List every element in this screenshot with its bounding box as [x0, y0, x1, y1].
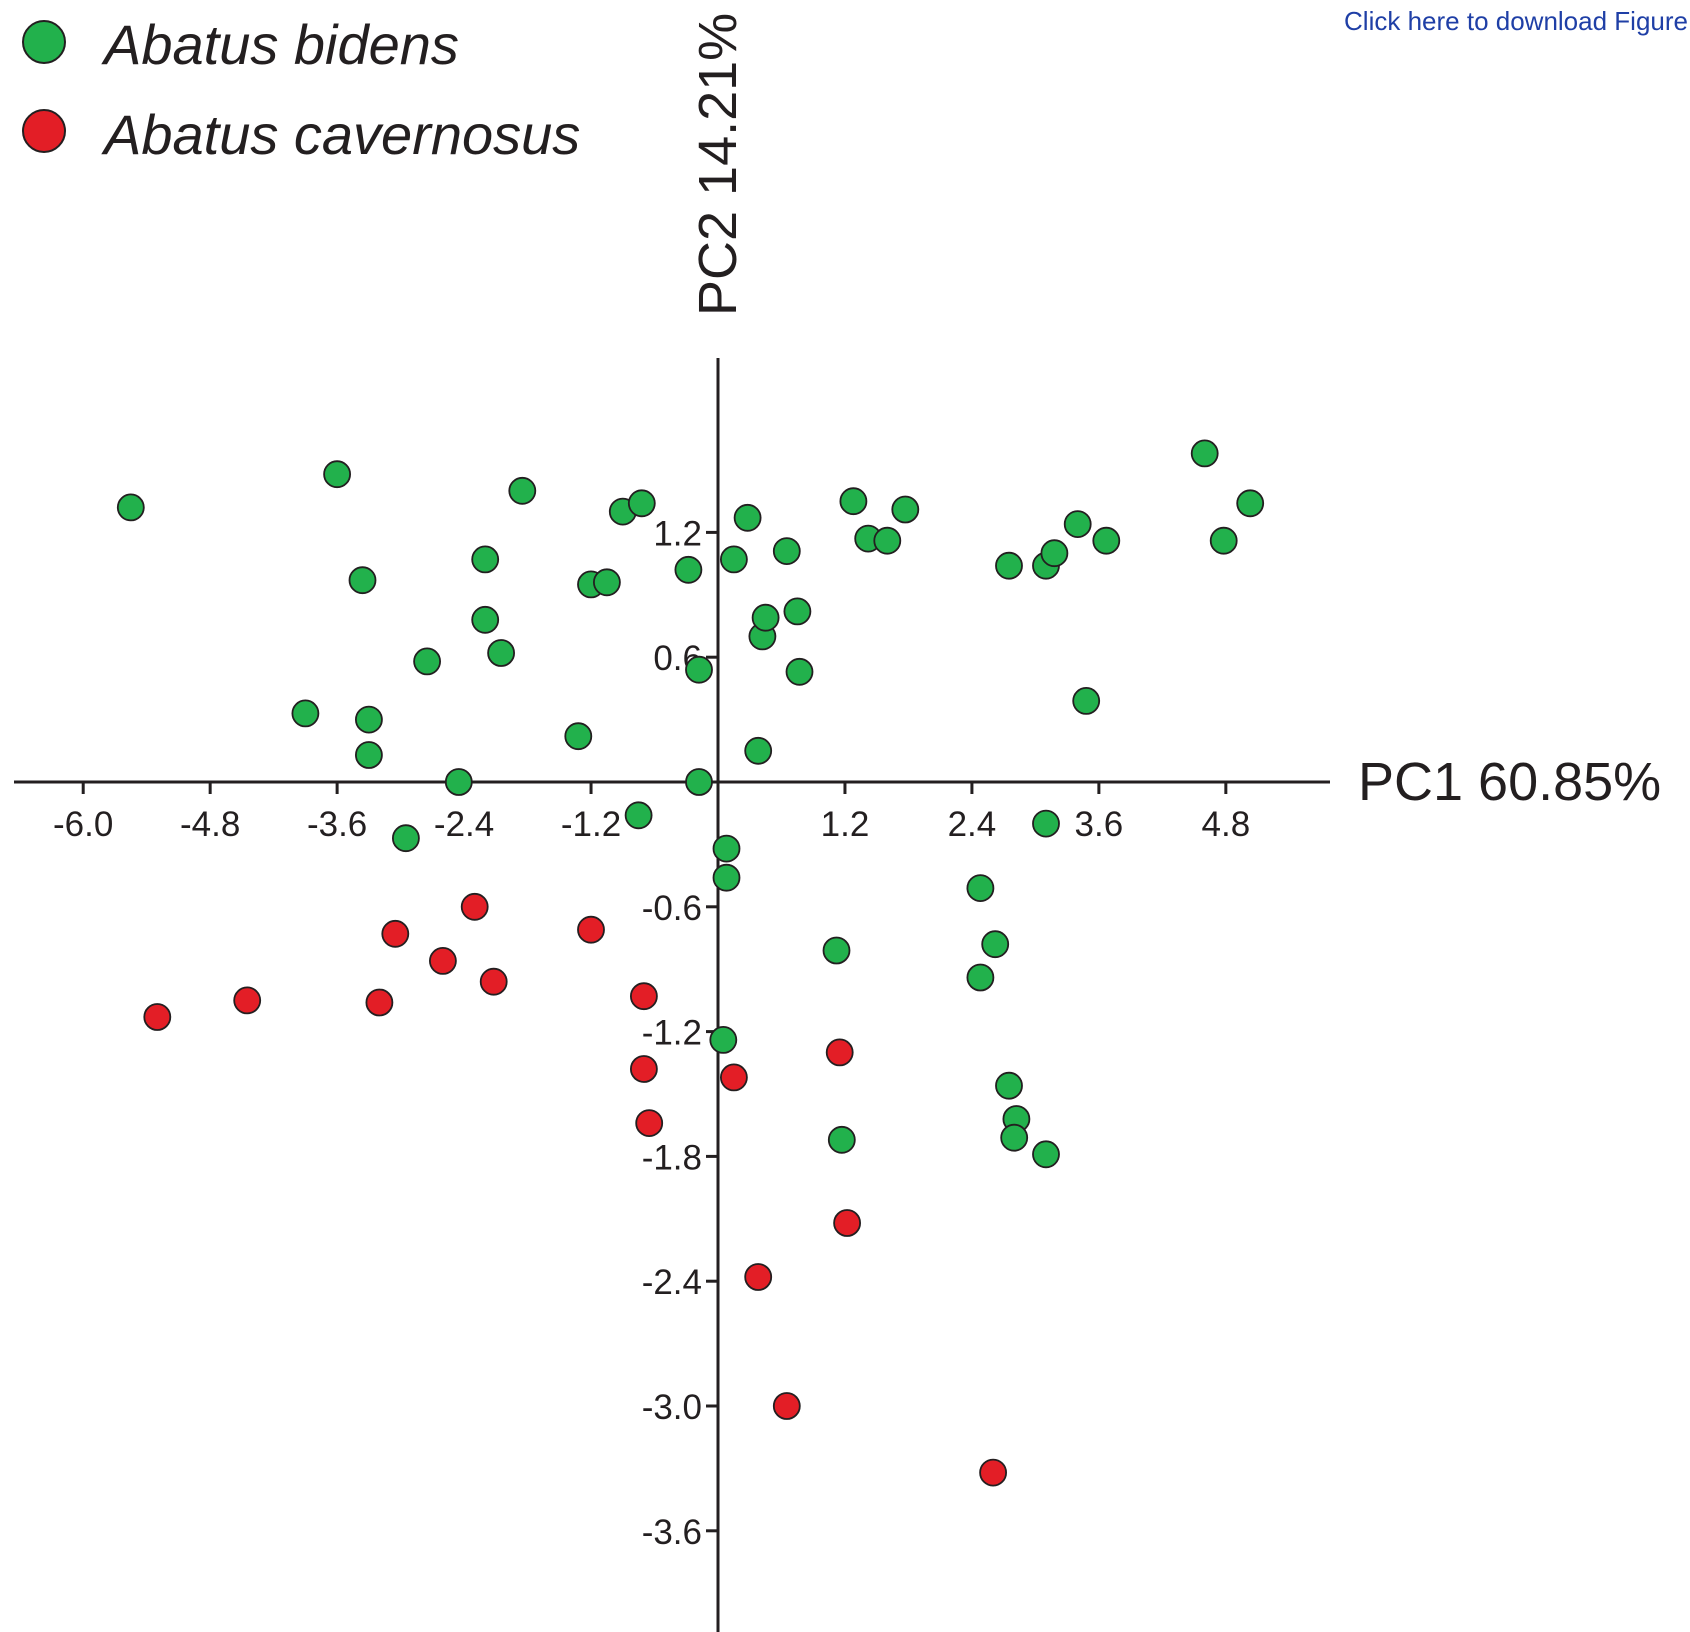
data-point-bidens	[508, 476, 537, 505]
data-point-bidens	[487, 639, 516, 667]
data-point-bidens	[674, 555, 703, 584]
data-point-bidens	[966, 963, 995, 992]
data-point-bidens	[891, 495, 920, 524]
data-point-cavernosus	[744, 1263, 773, 1291]
data-point-cavernosus	[479, 967, 508, 996]
data-point-cavernosus	[772, 1392, 801, 1420]
data-point-cavernosus	[635, 1109, 664, 1137]
legend-marker-cavernosus	[22, 109, 66, 153]
data-point-bidens	[1000, 1123, 1029, 1152]
data-point-bidens	[712, 863, 741, 892]
data-point-bidens	[785, 657, 814, 686]
data-point-bidens	[744, 736, 773, 765]
data-point-bidens	[413, 647, 442, 676]
legend: Abatus bidens Abatus cavernosus	[22, 13, 580, 166]
data-point-cavernosus	[143, 1003, 172, 1031]
data-point-cavernosus	[630, 1055, 658, 1083]
data-point-bidens	[751, 603, 780, 632]
data-point-cavernosus	[720, 1063, 748, 1092]
data-point-bidens	[981, 930, 1010, 959]
data-point-bidens	[1209, 526, 1238, 555]
axes: PC1 60.85% PC2 14.21%	[14, 13, 1661, 1632]
data-point-bidens	[1092, 526, 1121, 555]
data-point-bidens	[291, 699, 320, 728]
legend-label-cavernosus: Abatus cavernosus	[101, 103, 580, 166]
data-point-bidens	[733, 503, 762, 532]
ticks: -6.0 -4.8 -3.6 -2.4 -1.2 1.2 2.4 3.6 4.81.20.6-0…	[53, 514, 1250, 1551]
data-point-bidens	[1040, 539, 1069, 568]
data-point-bidens	[624, 801, 653, 830]
legend-label-bidens: Abatus bidens	[101, 13, 459, 76]
y-tick-label: -1.2	[642, 1014, 702, 1053]
data-point-bidens	[1032, 1140, 1060, 1169]
data-point-bidens	[354, 705, 383, 734]
data-point-bidens	[783, 597, 812, 626]
x-tick-label: -4.8	[180, 805, 240, 844]
data-point-cavernosus	[460, 892, 489, 921]
data-point-bidens	[839, 487, 868, 516]
data-point-bidens	[323, 460, 352, 489]
data-point-bidens	[685, 655, 713, 684]
data-point-bidens	[873, 526, 902, 555]
data-point-bidens	[1190, 439, 1219, 468]
data-point-cavernosus	[577, 915, 605, 944]
data-point-cavernosus	[233, 986, 262, 1015]
x-tick-label: -1.2	[561, 805, 621, 844]
data-point-bidens	[471, 545, 500, 574]
data-point-cavernosus	[365, 988, 394, 1017]
data-point-bidens	[995, 1071, 1023, 1100]
x-tick-label: -6.0	[53, 805, 113, 844]
x-tick-label: 3.6	[1075, 805, 1124, 844]
data-point-bidens	[354, 741, 383, 769]
data-point-bidens	[827, 1125, 856, 1154]
x-tick-label: -2.4	[434, 805, 494, 844]
data-point-cavernosus	[630, 982, 658, 1011]
data-point-bidens	[1072, 687, 1101, 715]
y-tick-label: 1.2	[653, 514, 702, 553]
data-point-cavernosus	[825, 1038, 854, 1067]
data-point-bidens	[348, 566, 377, 595]
data-point-bidens	[822, 936, 851, 965]
legend-marker-bidens	[22, 20, 66, 64]
y-tick-label: -2.4	[642, 1263, 702, 1302]
data-point-bidens	[709, 1026, 738, 1054]
data-point-bidens	[593, 568, 621, 597]
data-points	[116, 439, 1265, 1487]
data-point-bidens	[720, 545, 748, 574]
x-tick-label: 4.8	[1202, 805, 1251, 844]
data-point-bidens	[116, 493, 145, 522]
data-point-cavernosus	[979, 1458, 1007, 1487]
y-tick-label: -3.6	[642, 1513, 702, 1552]
y-axis-title: PC2 14.21%	[688, 13, 748, 316]
data-point-cavernosus	[833, 1209, 861, 1237]
data-point-bidens	[627, 489, 656, 518]
data-point-cavernosus	[381, 919, 410, 948]
x-axis-title: PC1 60.85%	[1358, 752, 1661, 812]
download-figure-link[interactable]: Click here to download Figure	[1344, 6, 1688, 36]
data-point-bidens	[564, 722, 593, 751]
data-point-bidens	[1032, 809, 1060, 838]
data-point-bidens	[391, 824, 420, 853]
x-tick-label: 1.2	[821, 805, 870, 844]
data-point-bidens	[685, 768, 713, 796]
y-tick-label: -1.8	[642, 1138, 702, 1177]
y-tick-label: -3.0	[642, 1388, 702, 1427]
data-point-bidens	[1063, 510, 1092, 538]
x-tick-label: 2.4	[948, 805, 997, 844]
data-point-bidens	[712, 834, 741, 863]
y-tick-label: -0.6	[642, 889, 702, 928]
data-point-bidens	[966, 874, 995, 902]
data-point-bidens	[1236, 489, 1265, 518]
data-point-bidens	[444, 768, 473, 796]
data-point-bidens	[471, 605, 500, 634]
data-point-bidens	[995, 551, 1023, 580]
data-point-cavernosus	[428, 947, 457, 975]
x-tick-label: -3.6	[307, 805, 367, 844]
data-point-bidens	[772, 537, 801, 565]
